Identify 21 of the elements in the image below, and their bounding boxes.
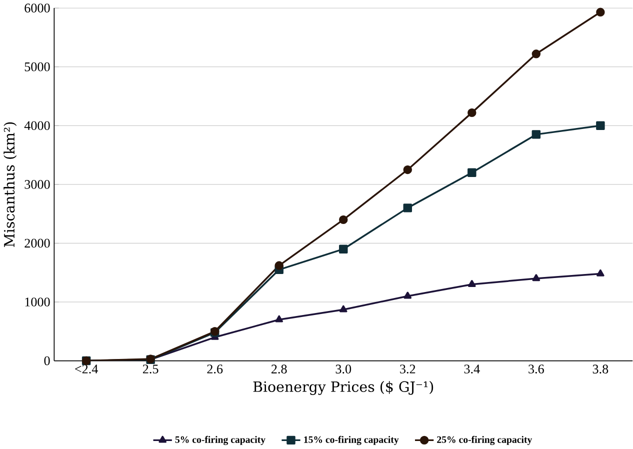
y-tick-label: 3000 <box>24 180 50 189</box>
y-tick-label: 1000 <box>25 298 50 306</box>
x-tick-label: 2.8 <box>272 364 287 374</box>
legend-label: 5% co-firing capacity <box>175 436 266 446</box>
x-axis-title: Bioenergy Prices ($ GJ⁻¹) <box>253 381 434 396</box>
x-tick-label: 2.5 <box>142 364 158 374</box>
legend-label: 15% co-firing capacity <box>304 436 399 446</box>
x-tick-label: <2.4 <box>75 364 98 374</box>
legend-label: 25% co-firing capacity <box>437 436 532 446</box>
y-axis-title: Miscanthus (km²) <box>4 122 17 248</box>
y-tick-label: 5000 <box>24 62 50 72</box>
x-tick-label: 3.4 <box>464 364 480 374</box>
y-tick-label: 2000 <box>24 238 50 248</box>
y-tick-label: 4000 <box>24 121 50 130</box>
y-tick-label: 6000 <box>24 4 50 13</box>
x-tick-label: 3.8 <box>592 364 608 374</box>
x-tick-label: 3.0 <box>336 364 352 374</box>
x-tick-label: 3.6 <box>528 364 544 374</box>
y-tick-label: 0 <box>44 356 50 366</box>
x-tick-label: 2.6 <box>207 364 223 374</box>
x-tick-label: 3.2 <box>400 364 416 374</box>
